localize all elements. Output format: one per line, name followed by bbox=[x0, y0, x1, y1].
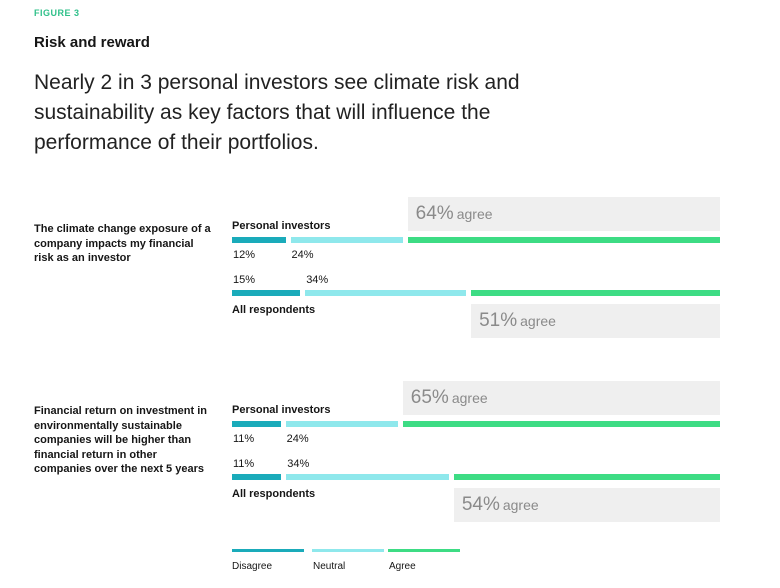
q2g0-disagree-value: 11% bbox=[233, 433, 255, 445]
q1g0-disagree-value: 12% bbox=[233, 249, 256, 261]
q1g0-agree-word: agree bbox=[456, 206, 493, 222]
q1g0-neutral-bar bbox=[290, 237, 403, 243]
q1g1-agree-box: 51% agree bbox=[471, 304, 720, 338]
q2g0-agree-bar bbox=[402, 421, 720, 427]
question-2-label: Financial return on investment in enviro… bbox=[34, 405, 207, 475]
legend-disagree-swatch bbox=[232, 549, 304, 552]
q1g1-agree-bar bbox=[471, 290, 720, 296]
q2g1-agree-value: 54% bbox=[461, 494, 500, 515]
q2g0-neutral-bar bbox=[285, 421, 398, 427]
q2g1-agree-word: agree bbox=[502, 497, 539, 513]
q2-all-respondents-label: All respondents bbox=[232, 488, 316, 500]
q1g1-neutral-bar bbox=[305, 290, 467, 296]
q1g0-neutral-value: 24% bbox=[291, 249, 314, 261]
q1g1-agree-word: agree bbox=[520, 313, 556, 329]
q1g0-agree-bar bbox=[407, 237, 720, 243]
q1-personal-investors-label: Personal investors bbox=[232, 220, 331, 232]
q2g1-neutral-bar bbox=[286, 474, 449, 480]
q2g1-agree-box: 54% agree bbox=[453, 488, 720, 522]
q2g1-disagree-bar bbox=[232, 474, 282, 480]
legend-agree-swatch bbox=[388, 549, 460, 552]
q2g0-agree-value: 65% bbox=[410, 387, 449, 408]
q2g0-disagree-bar bbox=[232, 421, 281, 427]
q2g0-agree-box: 65% agree bbox=[402, 381, 720, 415]
q2g1-disagree-value: 11% bbox=[233, 458, 255, 470]
q1g1-disagree-value: 15% bbox=[233, 274, 256, 286]
q1g1-neutral-value: 34% bbox=[306, 274, 329, 286]
q2g1-neutral-value: 34% bbox=[287, 458, 310, 470]
q1g1-disagree-bar bbox=[232, 290, 301, 296]
q1-all-respondents-label: All respondents bbox=[232, 304, 316, 316]
legend-neutral-swatch bbox=[312, 549, 384, 552]
chart-title: Risk and reward bbox=[34, 34, 150, 51]
q2g1-agree-bar bbox=[453, 474, 720, 480]
figure-label: FIGURE 3 bbox=[34, 8, 80, 18]
q2-personal-investors-label: Personal investors bbox=[232, 404, 331, 416]
q2g0-neutral-value: 24% bbox=[286, 433, 309, 445]
q1g0-agree-value: 64% bbox=[415, 203, 454, 224]
q1g0-disagree-bar bbox=[232, 237, 286, 243]
legend-disagree-label: Disagree bbox=[232, 561, 273, 572]
q2g0-agree-word: agree bbox=[451, 390, 488, 406]
q1g1-agree-value: 51% bbox=[479, 310, 518, 331]
headline: Nearly 2 in 3 personal investors see cli… bbox=[34, 71, 520, 154]
legend-agree-label: Agree bbox=[389, 561, 416, 572]
legend-neutral-label: Neutral bbox=[313, 561, 346, 572]
question-1-label: The climate change exposure of a company… bbox=[34, 223, 211, 264]
q1g0-agree-box: 64% agree bbox=[407, 197, 720, 231]
